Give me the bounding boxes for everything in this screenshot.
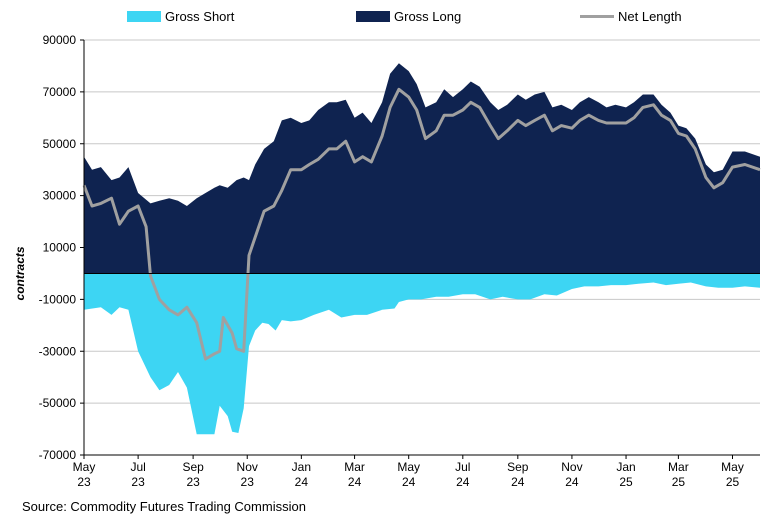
legend-label-2: Net Length <box>618 9 682 24</box>
source-note: Source: Commodity Futures Trading Commis… <box>22 499 306 514</box>
x-tick-month-11: Mar <box>668 460 689 474</box>
area-series <box>84 63 760 435</box>
y-tick-label-7: -50000 <box>39 396 77 410</box>
x-tick-month-4: Jan <box>292 460 311 474</box>
y-tick-label-1: 70000 <box>43 85 77 99</box>
x-tick-year-6: 24 <box>402 475 416 489</box>
legend-swatch-0 <box>127 11 161 22</box>
gross-long-area <box>84 63 760 274</box>
x-tick-year-3: 23 <box>241 475 255 489</box>
x-tick-year-4: 24 <box>295 475 309 489</box>
y-tick-label-6: -30000 <box>39 344 77 358</box>
legend: Gross Short Gross Long Net Length <box>127 9 682 24</box>
x-tick-month-7: Jul <box>455 460 470 474</box>
y-tick-label-4: 10000 <box>43 241 77 255</box>
x-tick-month-8: Sep <box>507 460 529 474</box>
x-tick-labels: May23Jul23Sep23Nov23Jan24Mar24May24Jul24… <box>73 455 744 489</box>
y-tick-label-5: -10000 <box>39 292 77 306</box>
y-tick-label-2: 50000 <box>43 137 77 151</box>
x-tick-month-2: Sep <box>182 460 204 474</box>
x-tick-year-10: 25 <box>619 475 633 489</box>
y-tick-label-3: 30000 <box>43 189 77 203</box>
legend-label-0: Gross Short <box>165 9 235 24</box>
x-tick-year-12: 25 <box>726 475 740 489</box>
x-tick-month-0: May <box>73 460 96 474</box>
legend-label-1: Gross Long <box>394 9 461 24</box>
x-tick-month-10: Jan <box>616 460 635 474</box>
x-tick-month-6: May <box>397 460 420 474</box>
x-tick-year-8: 24 <box>511 475 525 489</box>
net-length-line <box>82 87 761 361</box>
x-tick-year-0: 23 <box>77 475 91 489</box>
x-tick-month-3: Nov <box>237 460 258 474</box>
legend-swatch-1 <box>356 11 390 22</box>
gross-short-area <box>84 273 760 435</box>
y-tick-label-8: -70000 <box>39 448 77 462</box>
x-tick-year-5: 24 <box>348 475 362 489</box>
x-tick-month-12: May <box>721 460 744 474</box>
y-axis-label: contracts <box>13 246 27 300</box>
x-tick-year-7: 24 <box>456 475 470 489</box>
x-tick-month-5: Mar <box>344 460 365 474</box>
x-tick-year-9: 24 <box>565 475 579 489</box>
x-tick-month-9: Nov <box>561 460 582 474</box>
x-tick-year-2: 23 <box>186 475 200 489</box>
x-tick-year-11: 25 <box>672 475 686 489</box>
x-tick-year-1: 23 <box>131 475 145 489</box>
line-series <box>82 87 761 361</box>
y-tick-label-0: 90000 <box>43 33 77 47</box>
y-tick-labels: 90000 70000 50000 30000 10000 -10000 -30000 -50… <box>39 33 84 462</box>
x-tick-month-1: Jul <box>130 460 145 474</box>
